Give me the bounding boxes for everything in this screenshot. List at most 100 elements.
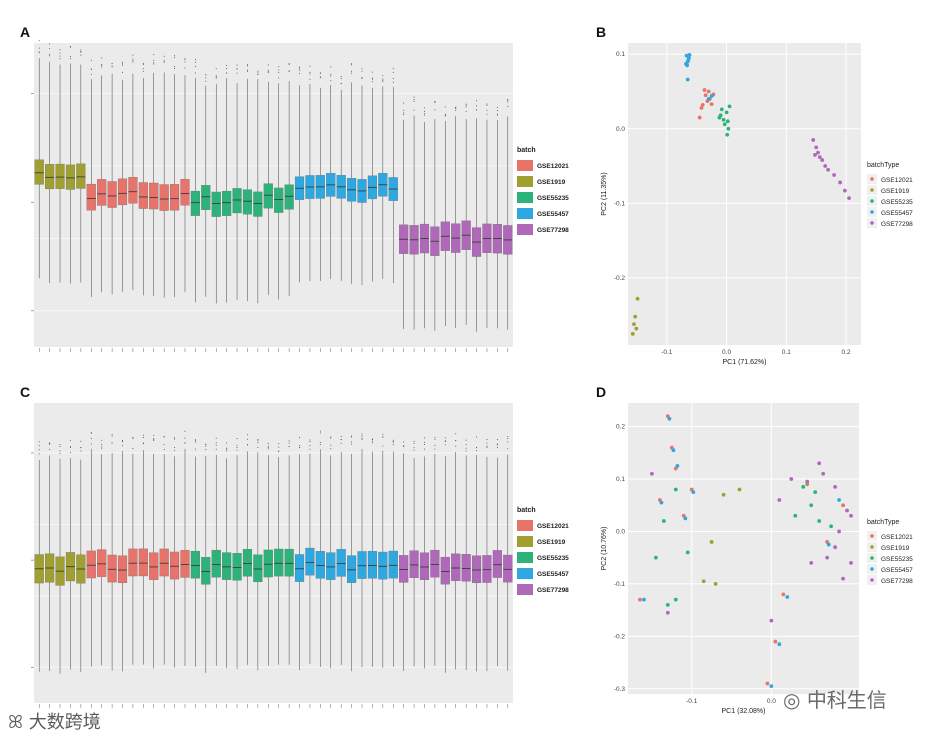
- outlier: [90, 432, 92, 434]
- box-gse12021: [117, 555, 128, 584]
- legend-key-gse12021: [870, 534, 874, 538]
- outlier: [142, 442, 144, 444]
- legend-label-gse12021: GSE12021: [881, 177, 913, 184]
- point-gse77298: [811, 138, 816, 142]
- outlier: [371, 71, 373, 73]
- point-gse77298: [842, 188, 847, 193]
- legend-label-gse55457: GSE55457: [881, 567, 913, 574]
- legend-label-gse12021: GSE12021: [537, 163, 569, 170]
- box-gse12021: [170, 184, 180, 211]
- wechat-icon-right: ◎: [783, 688, 801, 712]
- legend-label-gse55235: GSE55235: [537, 195, 569, 202]
- outlier: [434, 436, 436, 438]
- point-gse12021: [765, 681, 770, 686]
- y-tick-label: 0.0: [616, 528, 625, 535]
- outlier: [174, 55, 176, 57]
- outlier: [351, 64, 353, 66]
- legend-label-gse77298: GSE77298: [881, 221, 913, 228]
- legend-key-gse55235: [517, 552, 533, 563]
- box-gse55235: [201, 557, 211, 585]
- outlier: [236, 437, 238, 439]
- box-gse12021: [180, 550, 190, 578]
- outlier: [142, 443, 144, 445]
- outlier: [163, 55, 165, 57]
- outlier: [423, 437, 425, 439]
- outlier: [184, 61, 186, 63]
- outlier: [246, 438, 248, 440]
- point-gse55457: [785, 595, 790, 599]
- point-gse55235: [721, 117, 726, 122]
- box-gse12021: [117, 178, 128, 206]
- outlier: [486, 446, 488, 448]
- outlier: [132, 437, 134, 439]
- point-gse55457: [683, 516, 688, 521]
- outlier: [486, 103, 488, 105]
- series-gse77298: [811, 138, 851, 201]
- point-gse1919: [634, 326, 639, 331]
- series-gse55457: [684, 53, 714, 101]
- outlier: [153, 60, 155, 62]
- outlier: [153, 438, 155, 440]
- outlier: [330, 436, 332, 438]
- point-gse77298: [832, 173, 837, 177]
- outlier: [319, 430, 321, 432]
- outlier: [403, 102, 405, 104]
- outlier: [382, 80, 384, 82]
- outlier: [101, 446, 103, 448]
- outlier: [340, 435, 342, 437]
- point-gse12021: [781, 592, 786, 597]
- outlier: [444, 106, 446, 108]
- point-gse55457: [687, 53, 692, 57]
- legend-label-gse55235: GSE55235: [537, 555, 569, 562]
- point-gse55457: [685, 77, 690, 82]
- box-gse55235: [263, 183, 273, 209]
- outlier: [413, 440, 415, 442]
- box-gse55235: [211, 549, 221, 578]
- outlier: [455, 109, 457, 111]
- outlier: [403, 114, 405, 116]
- outlier: [465, 444, 467, 446]
- point-gse77298: [849, 513, 853, 518]
- outlier: [153, 54, 155, 56]
- outlier: [80, 446, 82, 448]
- outlier: [226, 447, 228, 449]
- outlier: [392, 81, 394, 83]
- outlier: [371, 442, 373, 444]
- point-gse55457: [684, 53, 689, 58]
- outlier: [340, 78, 342, 80]
- outlier: [90, 437, 92, 439]
- point-gse1919: [632, 322, 636, 327]
- outlier: [122, 64, 124, 66]
- point-gse1919: [737, 487, 742, 492]
- series-gse55235: [653, 484, 834, 607]
- point-gse77298: [849, 561, 853, 565]
- outlier: [371, 440, 373, 442]
- box-gse12021: [86, 550, 96, 579]
- outlier: [49, 442, 51, 444]
- outlier: [361, 76, 363, 78]
- outlier: [246, 434, 248, 436]
- point-gse12021: [841, 503, 845, 508]
- box-gse77298: [419, 552, 430, 581]
- outlier: [90, 432, 92, 434]
- box-gse55457: [367, 551, 377, 579]
- box-gse55235: [232, 553, 242, 581]
- point-gse77298: [837, 529, 841, 534]
- outlier: [392, 71, 394, 73]
- boxplot-c: [31, 403, 513, 708]
- point-gse12021: [773, 639, 778, 644]
- outlier: [215, 68, 217, 70]
- point-gse55235: [717, 115, 722, 120]
- point-gse77298: [789, 477, 794, 481]
- legend-c: batch GSE12021 GSE1919 GSE55235 GSE55457 GSE7…: [517, 507, 569, 595]
- x-tick-label: 0.0: [722, 349, 731, 356]
- legend-key-gse77298: [870, 221, 874, 225]
- outlier: [444, 115, 446, 117]
- outlier: [122, 445, 124, 447]
- x-tick-label: 0.0: [767, 698, 776, 705]
- plot-background: [628, 43, 861, 345]
- legend-label-gse55235: GSE55235: [881, 199, 913, 206]
- legend-key-gse55457: [517, 208, 533, 219]
- outlier: [59, 453, 61, 455]
